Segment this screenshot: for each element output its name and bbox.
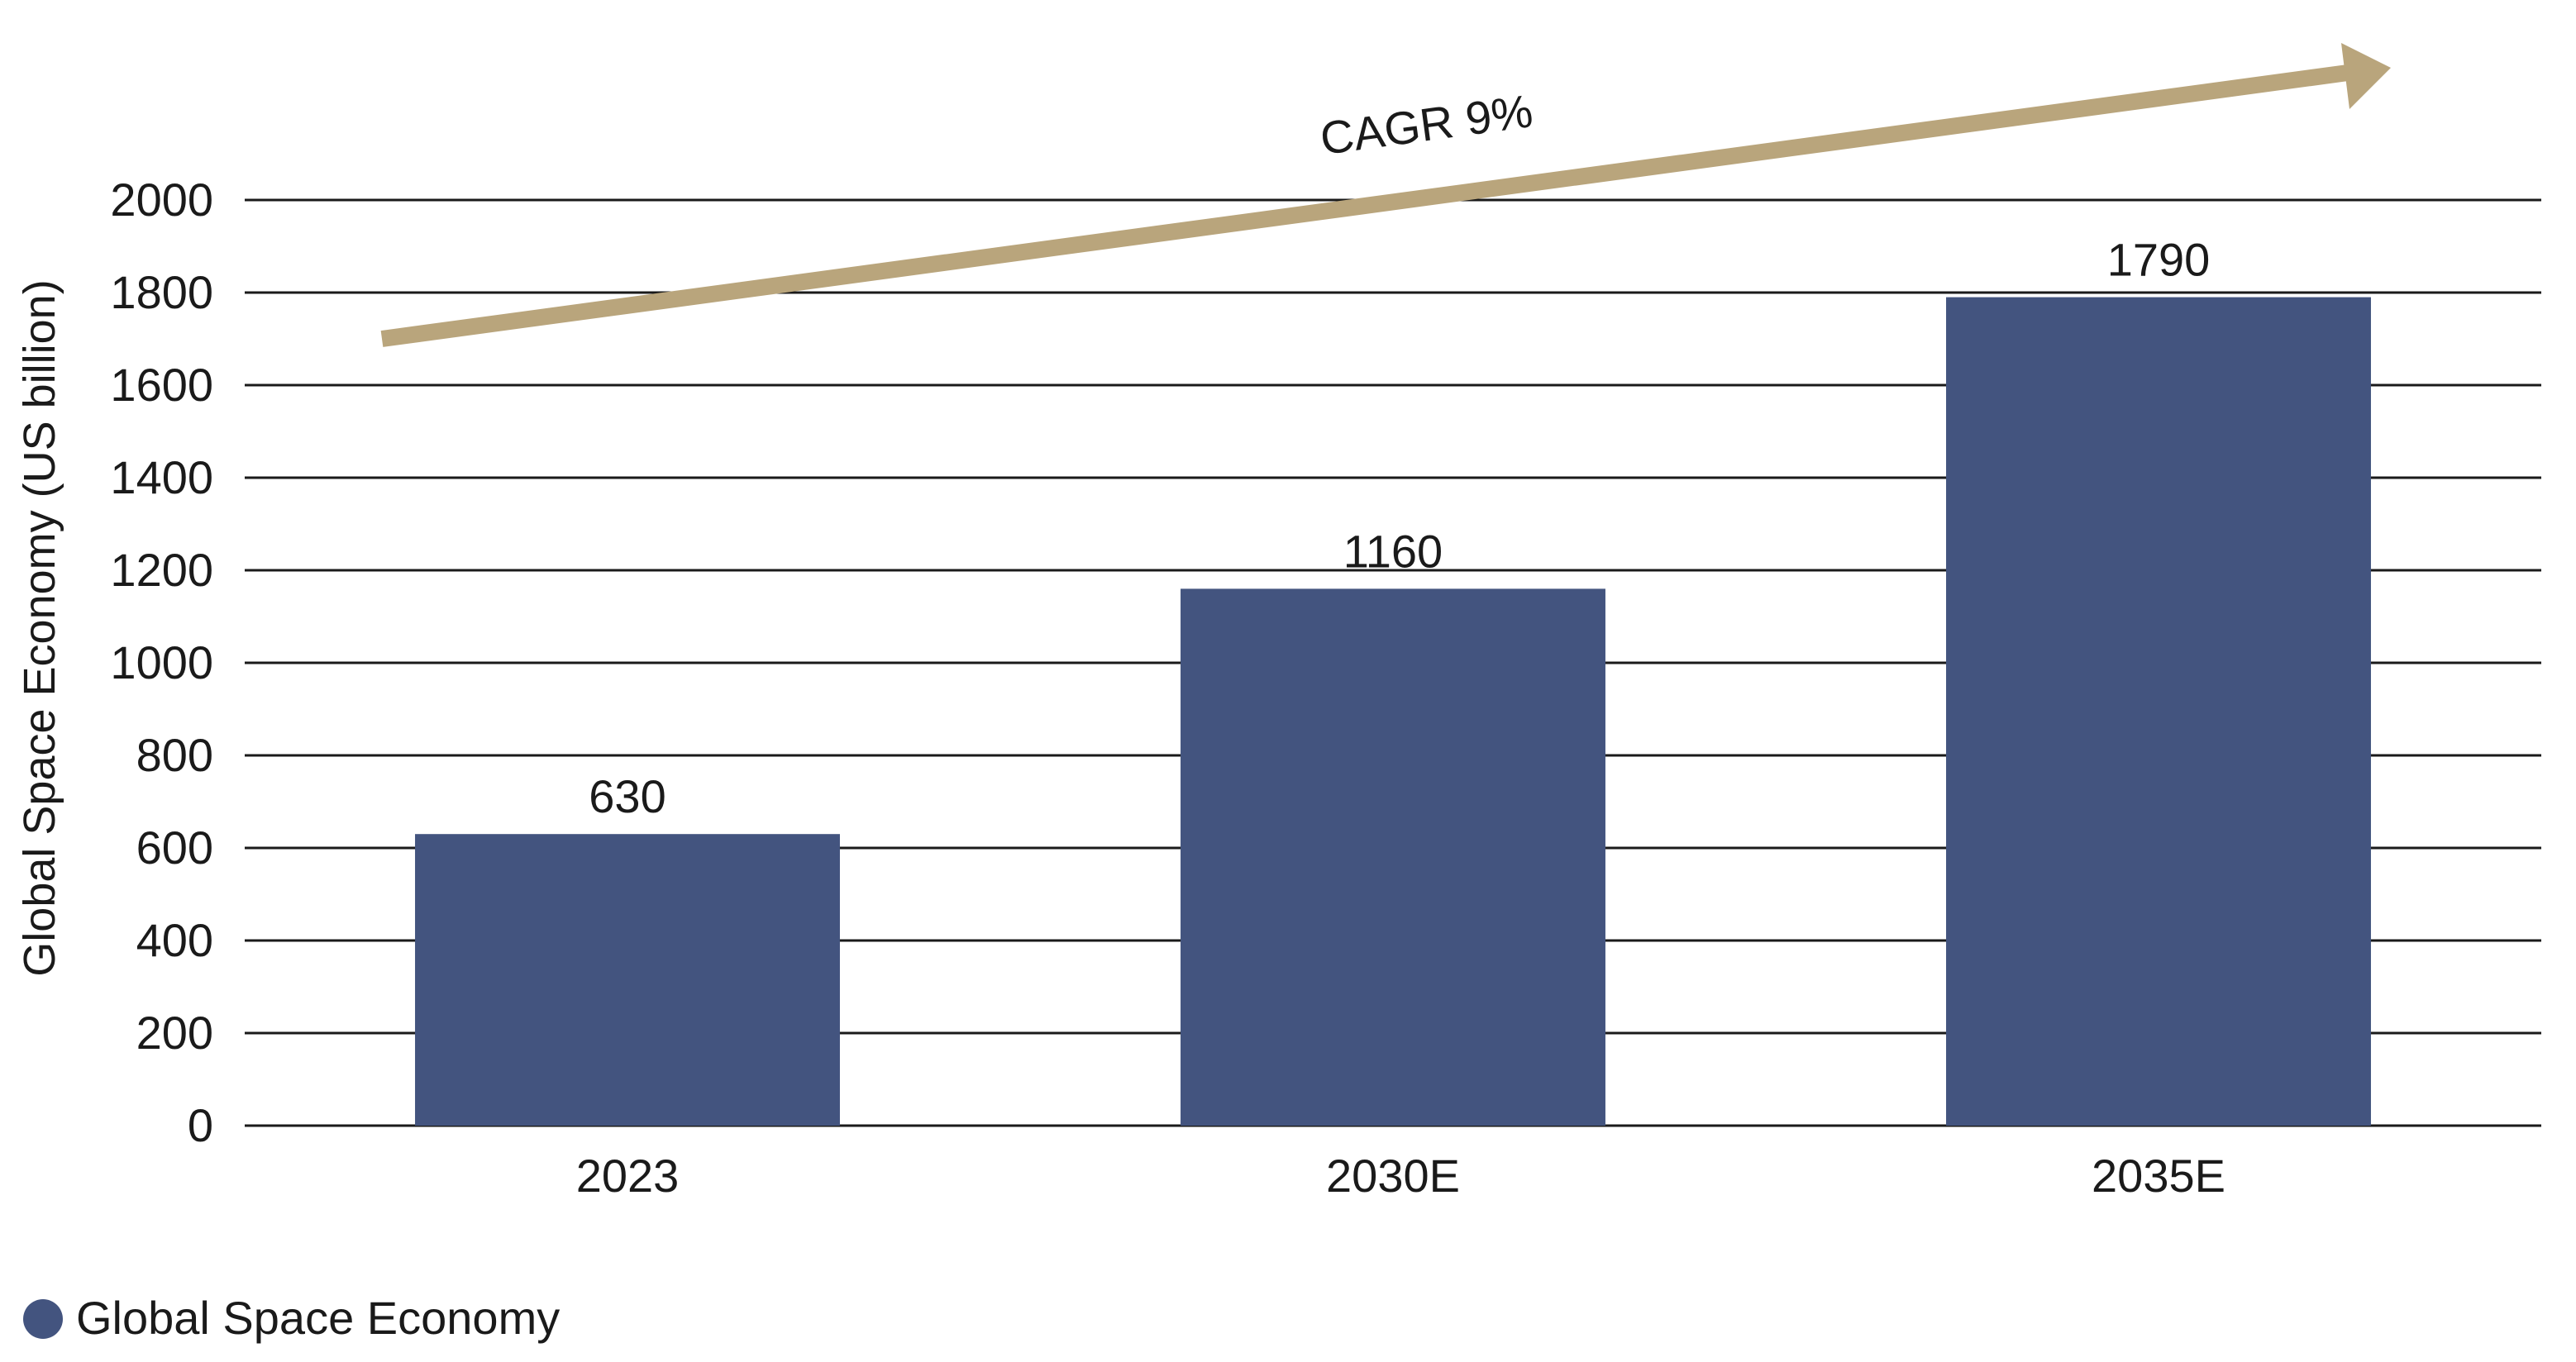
y-tick-label: 600 <box>136 821 213 874</box>
y-tick-label: 1200 <box>110 544 213 596</box>
cagr-arrow-head <box>2341 43 2391 109</box>
data-labels: 630 1160 1790 <box>589 234 2210 823</box>
bars <box>415 297 2371 1126</box>
legend-label: Global Space Economy <box>76 1292 560 1344</box>
cagr-annotation: CAGR 9% <box>1317 84 1535 164</box>
bar <box>1181 588 1605 1126</box>
y-tick-label: 0 <box>188 1099 213 1151</box>
y-tick-label: 1000 <box>110 636 213 688</box>
y-tick-label: 400 <box>136 914 213 966</box>
y-tick-label: 1800 <box>110 266 213 318</box>
data-label: 1160 <box>1343 525 1443 577</box>
bar <box>415 834 840 1126</box>
y-tick-label: 2000 <box>110 174 213 226</box>
y-tick-label: 1400 <box>110 451 213 503</box>
x-axis-ticks: 2023 2030E 2035E <box>576 1150 2225 1202</box>
x-tick-label: 2030E <box>1326 1150 1460 1202</box>
y-axis-title: Global Space Economy (US billion) <box>15 279 64 976</box>
data-label: 630 <box>589 770 665 822</box>
y-tick-label: 1600 <box>110 359 213 411</box>
legend: Global Space Economy <box>23 1292 560 1344</box>
legend-swatch <box>23 1299 63 1339</box>
y-axis-ticks: 0 200 400 600 800 1000 1200 1400 1600 1800 2000 <box>110 174 213 1151</box>
y-tick-label: 800 <box>136 729 213 781</box>
x-tick-label: 2023 <box>576 1150 680 1202</box>
x-tick-label: 2035E <box>2092 1150 2225 1202</box>
data-label: 1790 <box>2107 234 2211 286</box>
cagr-arrow-shaft <box>380 64 2349 347</box>
bar <box>1946 297 2371 1126</box>
y-tick-label: 200 <box>136 1007 213 1059</box>
cagr-arrow <box>380 43 2391 347</box>
